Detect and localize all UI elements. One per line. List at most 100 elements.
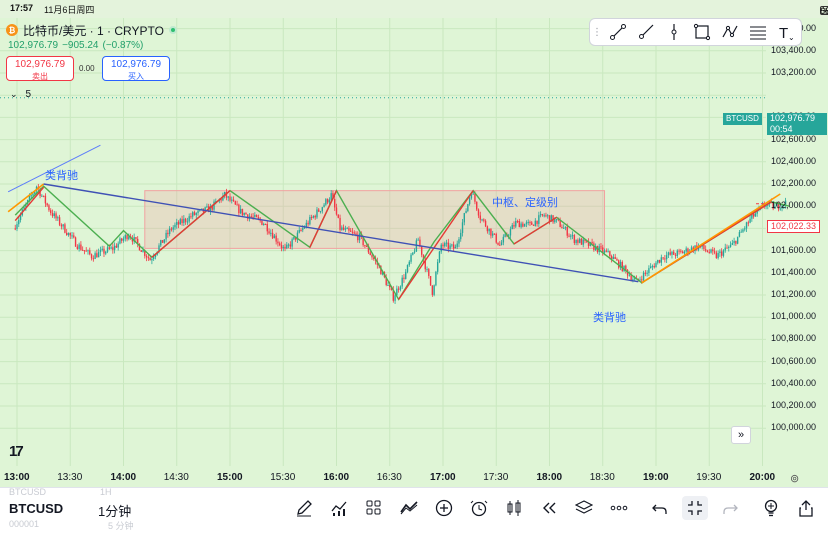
- indicators-toggle[interactable]: ⌄ 5: [10, 89, 31, 100]
- rewind-icon[interactable]: [536, 496, 562, 520]
- candle-body: [87, 250, 89, 252]
- candle-body: [421, 245, 423, 255]
- share-icon[interactable]: [793, 496, 819, 520]
- time-axis-label: 16:00: [323, 472, 350, 483]
- text-icon[interactable]: T ⌄: [772, 20, 800, 44]
- candle-body: [44, 195, 47, 204]
- candle-body: [291, 239, 293, 247]
- candle-body: [326, 199, 329, 203]
- candle-body: [282, 246, 284, 248]
- candle-body: [516, 221, 519, 223]
- redo-icon[interactable]: [717, 496, 743, 520]
- candle-body: [563, 227, 565, 229]
- candle-body: [106, 247, 109, 252]
- candle-body: [463, 213, 465, 223]
- candle-body: [250, 216, 252, 218]
- grid: [0, 18, 766, 466]
- candle-body: [744, 228, 746, 230]
- candle-body: [417, 239, 419, 241]
- trend-line-icon[interactable]: [604, 20, 632, 44]
- tradingview-logo[interactable]: 17: [9, 443, 24, 460]
- candle-body: [584, 239, 586, 241]
- candle-body: [564, 227, 567, 229]
- candle-body: [264, 223, 267, 225]
- candle-body: [334, 198, 336, 208]
- templates-icon[interactable]: [361, 496, 387, 520]
- candle-body: [387, 285, 389, 287]
- symbol-selector[interactable]: BTCUSD: [9, 501, 64, 516]
- symbol-title[interactable]: 比特币/美元 · 1 · CRYPTO: [23, 23, 164, 38]
- add-icon[interactable]: [431, 496, 457, 520]
- candle-body: [229, 196, 231, 201]
- candle-body: [426, 269, 428, 271]
- replay-icon[interactable]: [501, 496, 527, 520]
- candle-body: [447, 242, 450, 249]
- divergence-line: [641, 193, 781, 284]
- drawings[interactable]: [7, 144, 790, 301]
- candle-body: [145, 255, 148, 258]
- candle-body: [419, 239, 421, 246]
- candle-body: [236, 204, 238, 206]
- candle-body: [286, 244, 288, 249]
- candle-body: [174, 224, 176, 228]
- candle-body: [703, 244, 705, 250]
- scroll-to-realtime-button[interactable]: »: [731, 426, 751, 444]
- price-axis-label: 101,000.00: [771, 311, 817, 322]
- candle-body: [536, 220, 538, 224]
- buy-button[interactable]: 102,976.79 买入: [102, 56, 170, 81]
- fullscreen-icon[interactable]: [682, 496, 708, 520]
- candle-body: [394, 295, 396, 301]
- time-axis-label: 19:00: [643, 472, 669, 483]
- price-axis-label: 101,400.00: [771, 266, 817, 277]
- rectangle-icon[interactable]: [688, 20, 716, 44]
- candle-body: [440, 244, 442, 252]
- horizontal-level-tag: 102,022.33: [767, 220, 821, 233]
- candle-body: [390, 287, 393, 290]
- candle-body: [392, 289, 394, 301]
- candle-body: [30, 195, 32, 197]
- candle-body: [438, 251, 441, 263]
- more-icon[interactable]: [606, 496, 632, 520]
- indicators-icon[interactable]: [326, 496, 352, 520]
- candle-body: [325, 199, 327, 205]
- axis-settings-icon[interactable]: ⊚: [790, 473, 800, 485]
- compare-icon[interactable]: [396, 496, 422, 520]
- candle-body: [649, 266, 652, 269]
- pencil-icon[interactable]: [291, 496, 317, 520]
- path-icon[interactable]: [716, 20, 744, 44]
- candle-body: [341, 227, 343, 230]
- fib-icon[interactable]: [744, 20, 772, 44]
- ray-icon[interactable]: [632, 20, 660, 44]
- time-axis-label: 20:00: [749, 472, 776, 483]
- candle-body: [298, 230, 300, 233]
- candle-body: [275, 235, 277, 242]
- interval-selector[interactable]: 1分钟: [98, 504, 132, 519]
- alert-icon[interactable]: [466, 496, 492, 520]
- drawing-toolbar[interactable]: ⋮ T ⌄: [589, 18, 802, 46]
- undo-icon[interactable]: [647, 496, 673, 520]
- candle-body: [658, 259, 661, 263]
- candle-body: [252, 216, 254, 218]
- candle-body: [502, 236, 505, 243]
- candle-body: [99, 249, 102, 253]
- segment-line: [151, 190, 231, 258]
- vertical-line-icon[interactable]: [660, 20, 688, 44]
- candle-body: [193, 212, 196, 215]
- candle-body: [369, 252, 371, 256]
- candle-body: [674, 254, 677, 256]
- price-axis-label: 103,400.00: [771, 44, 817, 55]
- drag-handle-icon[interactable]: ⋮: [592, 26, 602, 38]
- candle-body: [284, 246, 286, 249]
- sell-button[interactable]: 102,976.79 卖出: [6, 56, 74, 81]
- ideas-icon[interactable]: [758, 496, 784, 520]
- candle-body: [190, 216, 192, 218]
- candle-body: [197, 210, 199, 214]
- annotation-left: 类背驰: [45, 168, 78, 182]
- symbol-header[interactable]: ₿ 比特币/美元 · 1 · CRYPTO: [6, 22, 177, 38]
- candle-body: [23, 207, 25, 210]
- layers-icon[interactable]: [571, 496, 597, 520]
- candle-body: [575, 239, 577, 243]
- candle-body: [342, 227, 345, 230]
